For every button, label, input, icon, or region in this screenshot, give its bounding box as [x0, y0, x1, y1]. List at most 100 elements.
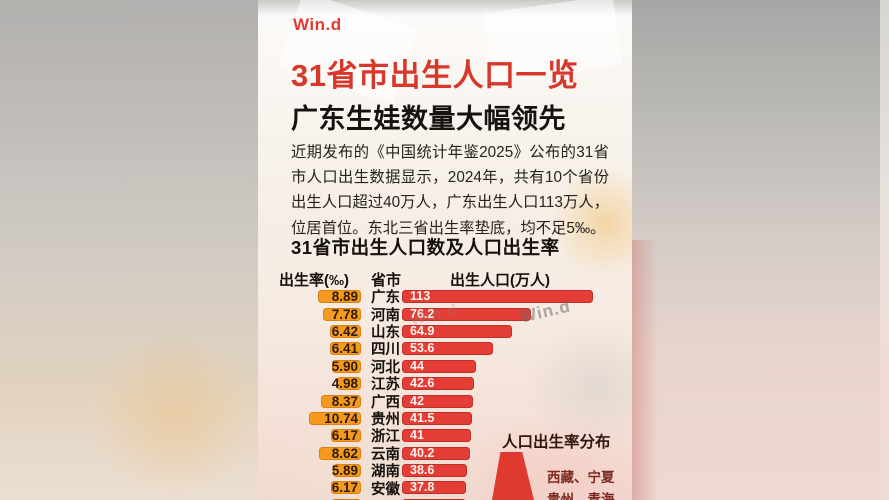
population-bar-cell: 113: [402, 289, 632, 304]
birth-rate-bar: [323, 307, 361, 321]
province-label: 云南: [371, 446, 400, 463]
distribution-annotation-line: 西藏、宁夏: [547, 470, 615, 485]
population-value: 53.6: [410, 341, 435, 356]
table-row: 5.90 河北 44: [258, 358, 632, 376]
table-row: 8.62 云南 40.2: [258, 445, 632, 463]
population-value: 113: [410, 289, 431, 304]
column-header-birth-rate: 出生率(‰): [279, 272, 349, 289]
birth-rate-value: 10.74: [324, 410, 358, 426]
distribution-annotation-line: 贵州、青海: [547, 492, 615, 500]
population-value: 41: [410, 428, 424, 443]
population-bar: 41: [402, 428, 472, 443]
birth-rate-bar-cell: 8.37: [258, 394, 361, 408]
province-label: 安徽: [371, 481, 400, 498]
table-row: 6.41 四川 53.6: [258, 340, 632, 359]
province-label: 河南: [371, 307, 400, 324]
birth-rate-bar-cell: 10.74: [258, 412, 361, 425]
population-value: 37.8: [410, 480, 435, 495]
birth-rate-bar-cell: [258, 498, 361, 500]
table-row: 7.78 河南 76.2: [258, 305, 632, 324]
birth-rate-value: 6.17: [331, 480, 358, 496]
province-label: 四川: [371, 342, 400, 359]
population-bar: 37.8: [402, 480, 466, 495]
birth-rate-bar-cell: 8.89: [258, 290, 361, 303]
table-row: 6.17 安徽 37.8: [258, 479, 632, 498]
population-bar: 44: [402, 358, 477, 373]
province-label: 广东: [371, 290, 400, 307]
province-label: 江苏: [371, 377, 400, 394]
chart-column-headers: 出生率(‰) 省市 出生人口(万人): [258, 269, 632, 290]
birth-rate-bar-cell: 6.42: [258, 325, 361, 338]
population-bar: 41.5: [402, 410, 473, 425]
table-row: 8.89 广东 113: [258, 288, 632, 307]
population-bar: 42.6: [402, 376, 474, 391]
birth-rate-value: 4.98: [331, 376, 358, 392]
wind-logo: Win.d: [293, 15, 342, 34]
table-row: 4.98 江苏 42.6: [258, 375, 632, 394]
population-bar-cell: 44: [402, 358, 632, 373]
birth-rate-bar-cell: 4.98: [258, 377, 361, 390]
population-bar-cell: 38.6: [402, 463, 632, 478]
birth-rate-bar: [318, 290, 361, 304]
table-row: 8.37 广西 42: [258, 392, 632, 411]
population-bar-cell: 53.6: [402, 341, 632, 356]
page-subtitle: 广东生娃数量大幅领先: [291, 104, 566, 134]
birth-rate-bar-cell: 6.41: [258, 341, 361, 357]
population-bar-cell: 42.6: [402, 376, 632, 391]
distribution-annotations: 西藏、宁夏 贵州、青海: [547, 467, 615, 500]
province-label: 河北: [371, 359, 400, 376]
population-value: 41.5: [410, 410, 435, 425]
population-value: 42: [410, 393, 424, 408]
province-label: 贵州: [371, 411, 400, 428]
birth-rate-bar: [332, 464, 361, 478]
birth-rate-value: 5.90: [331, 358, 358, 374]
birth-rate-value: 6.41: [331, 341, 358, 357]
birth-rate-bar: [332, 359, 361, 373]
chart-title: 31省市出生人口数及人口出生率: [291, 237, 560, 258]
column-header-births: 出生人口(万人): [450, 272, 550, 289]
province-label: 广西: [371, 394, 400, 411]
population-bar: 76.2: [402, 307, 531, 321]
page-title: 31省市出生人口一览: [291, 58, 579, 93]
birth-rate-bar: [331, 429, 361, 443]
column-header-province: 省市: [371, 272, 402, 289]
birth-rate-bar: [329, 324, 361, 338]
population-bar: 64.9: [402, 323, 512, 338]
chart-rows: 8.89 广东 113 7.78 河南 76.2 6.42 山东 64.9 6.41 四川 53.6 5…: [258, 288, 632, 500]
population-value: 44: [410, 358, 424, 373]
birth-rate-bar: [309, 411, 361, 425]
table-row: 6.17 浙江 41: [258, 427, 632, 446]
population-bar-cell: 42: [402, 393, 632, 408]
birth-rate-bar-cell: 5.89: [258, 464, 361, 477]
population-value: 40.2: [410, 445, 435, 460]
population-bar-cell: 37.8: [402, 480, 632, 495]
population-bar-cell: 64.9: [402, 323, 632, 338]
birth-rate-bar-cell: 5.90: [258, 360, 361, 373]
table-row: 5.89 湖南 38.6: [258, 462, 632, 481]
table-row: 10.74 贵州 41.5: [258, 410, 632, 428]
birth-rate-bar: [336, 377, 361, 391]
birth-rate-value: 8.62: [331, 445, 358, 461]
population-value: 38.6: [410, 463, 435, 478]
population-bar-cell: 41.5: [402, 410, 632, 425]
population-value: 42.6: [410, 376, 435, 391]
table-row-cutoff: [258, 497, 632, 500]
blurred-background-left: [0, 0, 260, 500]
province-label: 湖南: [371, 464, 400, 481]
birth-rate-bar-cell: 7.78: [258, 307, 361, 321]
birth-rate-bar-cell: 6.17: [258, 429, 361, 443]
birth-rate-bar: [331, 481, 361, 495]
birth-rate-bar: [330, 342, 361, 356]
population-value: 64.9: [410, 323, 435, 338]
distribution-chart-title: 人口出生率分布: [502, 434, 611, 451]
province-label: 浙江: [371, 429, 400, 446]
birth-rate-bar: [320, 394, 361, 408]
population-bar-cell: [402, 498, 632, 500]
blurred-background-right: [632, 0, 889, 500]
birth-rate-value: 6.42: [331, 323, 358, 339]
summary-paragraph: 近期发布的《中国统计年鉴2025》公布的31省市人口出生数据显示，2024年，共…: [291, 144, 609, 237]
population-bar: 40.2: [402, 445, 470, 460]
province-label: 山东: [371, 324, 400, 341]
population-bar: 38.6: [402, 463, 468, 478]
population-bar: 53.6: [402, 341, 493, 356]
